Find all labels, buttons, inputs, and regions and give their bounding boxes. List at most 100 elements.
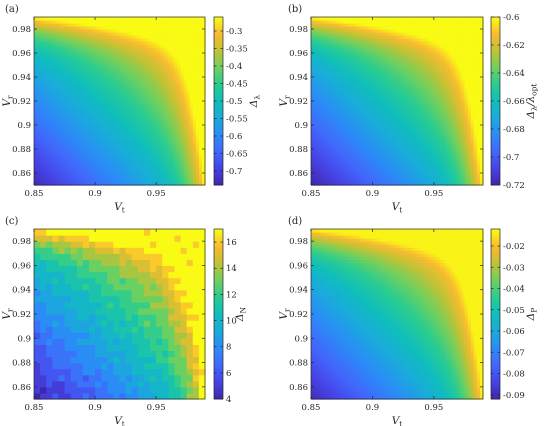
heatmap-cell <box>34 170 38 174</box>
heatmap-cell <box>58 29 63 33</box>
heatmap-cell <box>116 128 121 132</box>
heatmap-cell <box>76 110 81 114</box>
heatmap-cell <box>150 68 154 72</box>
heatmap-cell <box>162 62 166 66</box>
heatmap-cell <box>344 101 349 105</box>
heatmap-cell <box>393 29 398 33</box>
heatmap-cell <box>381 53 386 57</box>
heatmap-cell <box>201 125 206 129</box>
colorbar-swatch <box>214 50 223 54</box>
heatmap-cell <box>162 152 166 156</box>
heatmap-cell <box>326 119 331 123</box>
heatmap-cell <box>381 146 386 150</box>
heatmap-cell <box>122 32 127 36</box>
heatmap-cell <box>55 80 60 84</box>
heatmap-cell <box>320 170 324 174</box>
heatmap-cell <box>195 137 200 141</box>
heatmap-cell <box>113 56 118 60</box>
heatmap-cell <box>58 155 63 159</box>
heatmap-cell <box>363 116 367 120</box>
heatmap-cell <box>180 68 185 72</box>
heatmap-cell <box>183 158 188 162</box>
colorbar-swatch <box>214 65 223 68</box>
heatmap-cell <box>88 47 93 51</box>
heatmap-cell <box>344 140 349 144</box>
heatmap-cell <box>183 134 188 138</box>
heatmap-cell <box>143 68 148 72</box>
heatmap-cell <box>171 53 176 57</box>
heatmap-cell <box>378 110 383 114</box>
heatmap-cell <box>162 41 166 45</box>
heatmap-cell <box>146 143 151 147</box>
heatmap-cell <box>311 95 315 99</box>
heatmap-cell <box>393 68 398 72</box>
heatmap-cell <box>168 20 173 24</box>
heatmap-cell <box>73 146 78 150</box>
heatmap-cell <box>186 179 191 183</box>
heatmap-cell <box>372 170 377 174</box>
heatmap-cell <box>37 83 41 87</box>
heatmap-cell <box>76 44 81 48</box>
heatmap-cell <box>344 62 349 66</box>
heatmap-cell <box>174 41 179 45</box>
heatmap-cell <box>390 158 395 162</box>
heatmap-cell <box>192 74 197 78</box>
heatmap-cell <box>143 44 148 48</box>
heatmap-cell <box>341 170 346 174</box>
heatmap-cell <box>317 92 321 96</box>
heatmap-cell <box>153 143 157 147</box>
heatmap-cell <box>350 134 355 138</box>
heatmap-cell <box>143 119 148 123</box>
heatmap-cell <box>119 134 124 138</box>
heatmap-cell <box>79 176 84 180</box>
heatmap-cell <box>110 71 114 75</box>
heatmap-cell <box>153 20 157 24</box>
heatmap-cell <box>165 47 169 51</box>
heatmap-cell <box>85 164 90 168</box>
heatmap-cell <box>134 71 139 75</box>
heatmap-cell <box>140 182 145 186</box>
heatmap-cell <box>95 35 99 39</box>
heatmap-cell <box>55 68 60 72</box>
heatmap-cell <box>116 35 121 39</box>
heatmap-cell <box>107 161 111 165</box>
heatmap-cell <box>357 50 361 54</box>
heatmap-cell <box>137 68 142 72</box>
heatmap-cell <box>49 92 53 96</box>
heatmap-cell <box>137 38 142 42</box>
heatmap-cell <box>347 32 352 36</box>
colorbar-swatch <box>214 73 223 77</box>
heatmap-cell <box>393 113 398 117</box>
heatmap-cell <box>46 158 50 162</box>
heatmap-cell <box>76 80 81 84</box>
heatmap-cell <box>107 173 111 177</box>
heatmap-cell <box>177 158 182 162</box>
heatmap-cell <box>159 74 163 78</box>
heatmap-cell <box>311 65 315 69</box>
heatmap-cell <box>122 143 127 147</box>
heatmap-cell <box>131 38 136 42</box>
heatmap-cell <box>341 167 346 171</box>
heatmap-cell <box>61 29 66 33</box>
heatmap-cell <box>177 128 182 132</box>
heatmap-cell <box>180 80 185 84</box>
heatmap-cell <box>137 119 142 123</box>
heatmap-cell <box>82 110 87 114</box>
heatmap-cell <box>67 134 72 138</box>
heatmap-cell <box>381 107 386 111</box>
heatmap-cell <box>198 104 203 108</box>
heatmap-cell <box>85 149 90 153</box>
heatmap-cell <box>40 155 44 159</box>
heatmap-cell <box>101 173 105 177</box>
heatmap-cell <box>92 44 96 48</box>
heatmap-cell <box>37 68 41 72</box>
heatmap-cell <box>101 23 105 27</box>
heatmap-cell <box>40 86 44 90</box>
heatmap-cell <box>140 131 145 135</box>
heatmap-cell <box>326 137 331 141</box>
heatmap-cell <box>98 32 102 36</box>
heatmap-cell <box>177 83 182 87</box>
heatmap-cell <box>177 80 182 84</box>
heatmap-cell <box>55 116 60 120</box>
heatmap-cell <box>162 26 166 30</box>
